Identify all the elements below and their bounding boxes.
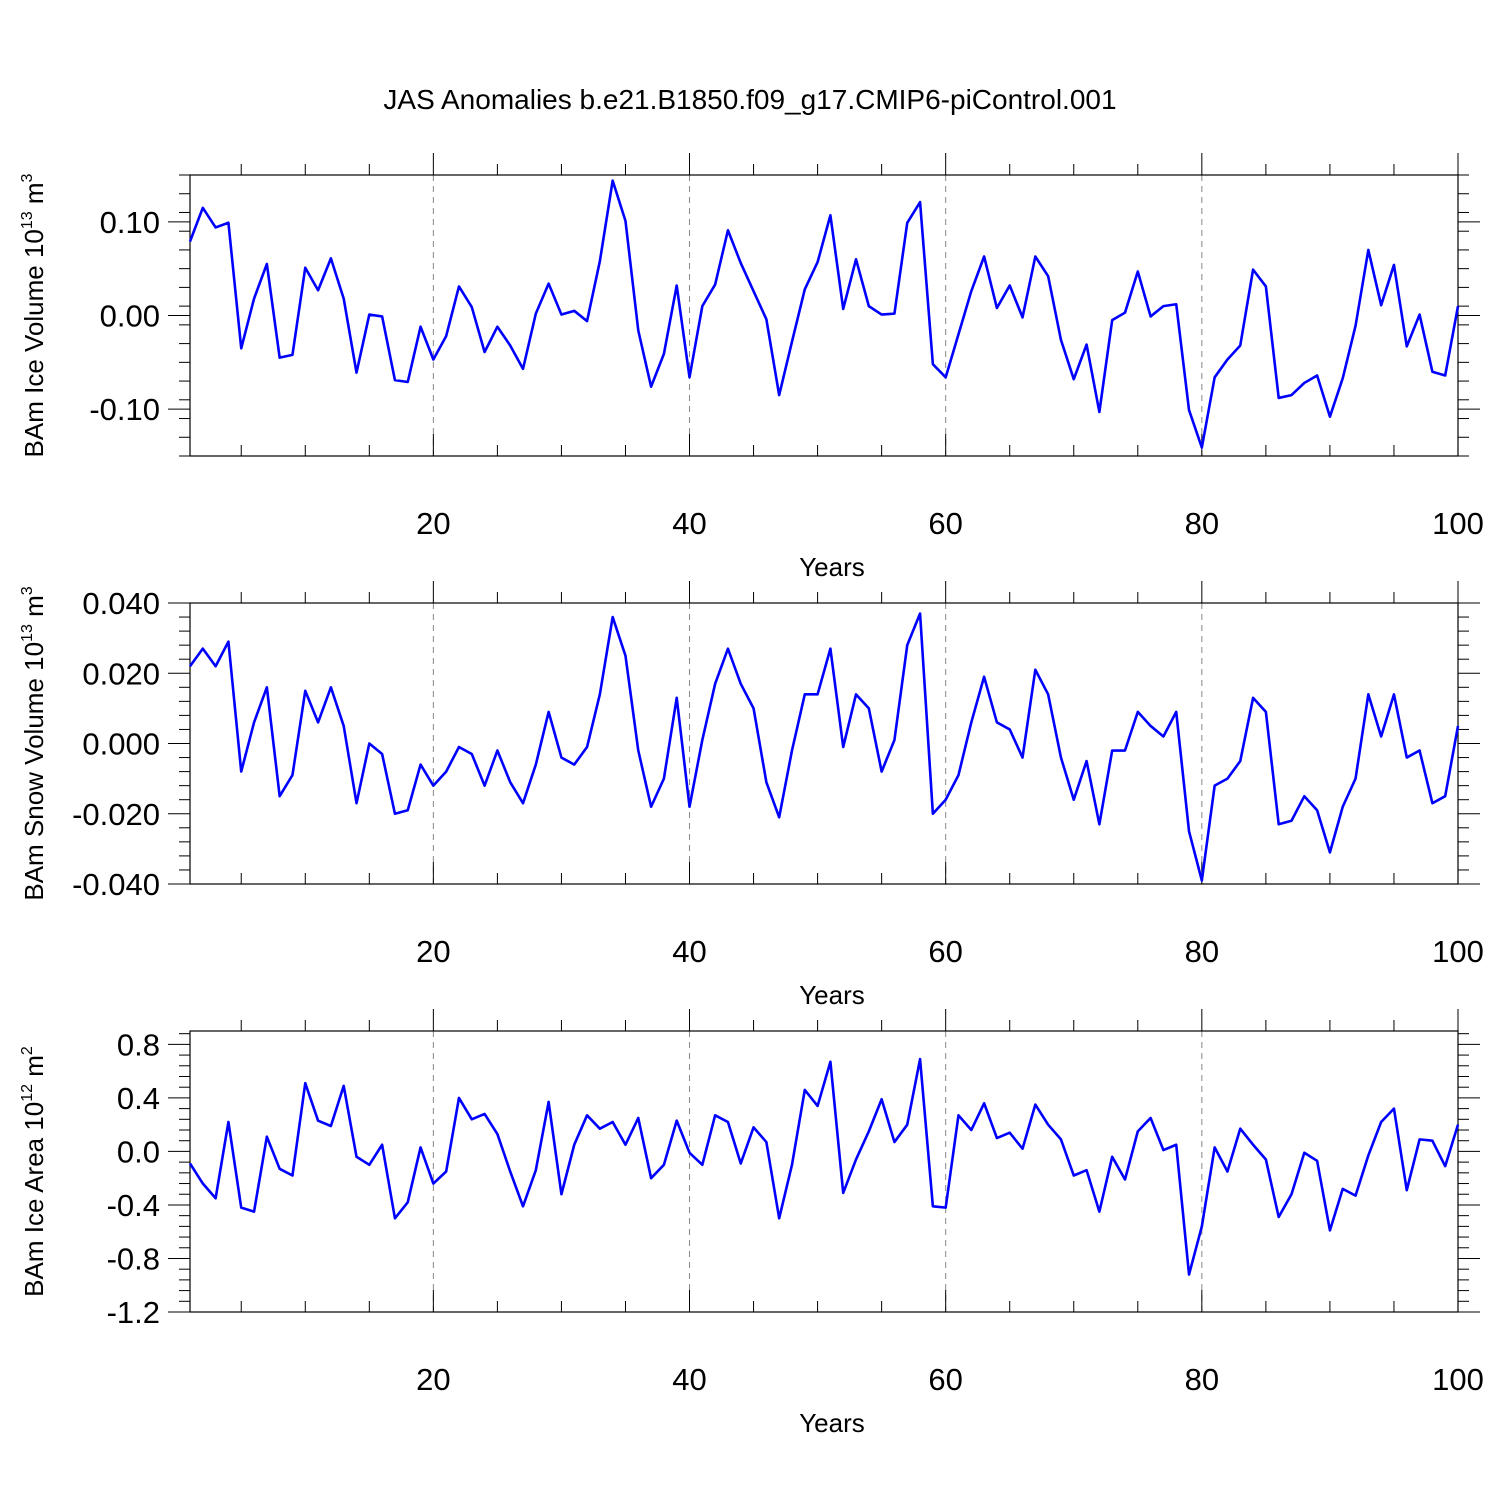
x-tick-label: 20 bbox=[416, 506, 450, 541]
x-tick-label: 60 bbox=[928, 506, 962, 541]
y-tick-label: -0.4 bbox=[107, 1188, 160, 1223]
x-tick-label: 60 bbox=[928, 934, 962, 969]
x-axis-label: Years bbox=[799, 1408, 865, 1438]
y-tick-label: -0.020 bbox=[72, 797, 160, 832]
series-line bbox=[190, 614, 1458, 881]
x-tick-label: 100 bbox=[1432, 1362, 1484, 1397]
series-line bbox=[190, 1059, 1458, 1274]
y-tick-label: 0.00 bbox=[100, 299, 160, 334]
x-tick-label: 80 bbox=[1185, 1362, 1219, 1397]
y-tick-label: 0.0 bbox=[117, 1134, 160, 1169]
x-tick-label: 20 bbox=[416, 934, 450, 969]
x-tick-label: 40 bbox=[672, 506, 706, 541]
x-tick-label: 60 bbox=[928, 1362, 962, 1397]
panel-2: -0.040 -0.020 0.000 0.020 0.040 20 40 60 80 100 Ye… bbox=[19, 581, 1484, 1010]
y-tick-label: -0.10 bbox=[89, 392, 160, 427]
y-tick-label: 0.020 bbox=[82, 656, 160, 691]
x-tick-label: 40 bbox=[672, 934, 706, 969]
x-tick-label: 100 bbox=[1432, 934, 1484, 969]
y-tick-label: 0.10 bbox=[100, 205, 160, 240]
x-tick-label: 20 bbox=[416, 1362, 450, 1397]
figure-title: JAS Anomalies b.e21.B1850.f09_g17.CMIP6-… bbox=[0, 84, 1500, 116]
x-tick-label: 40 bbox=[672, 1362, 706, 1397]
y-tick-label: -0.040 bbox=[72, 867, 160, 902]
panel-3: -1.2 -0.8 -0.4 0.0 0.4 0.8 20 40 60 80 100 Years BAm… bbox=[19, 1009, 1484, 1438]
series-line bbox=[190, 181, 1458, 448]
y-tick-label: -1.2 bbox=[107, 1295, 160, 1330]
y-axis-label: BAm Ice Area 1012 m2 bbox=[19, 1046, 49, 1297]
y-tick-label: 0.8 bbox=[117, 1027, 160, 1062]
x-tick-label: 80 bbox=[1185, 934, 1219, 969]
panel-1: -0.10 0.00 0.10 20 40 60 80 100 Years BAm Ice Vol… bbox=[19, 153, 1484, 582]
x-tick-label: 100 bbox=[1432, 506, 1484, 541]
x-axis-label: Years bbox=[799, 980, 865, 1010]
y-axis-label: BAm Snow Volume 1013 m3 bbox=[19, 586, 49, 900]
y-tick-label: 0.000 bbox=[82, 727, 160, 762]
x-tick-label: 80 bbox=[1185, 506, 1219, 541]
x-axis-label: Years bbox=[799, 552, 865, 582]
y-axis-label: BAm Ice Volume 1013 m3 bbox=[19, 173, 49, 457]
y-tick-label: -0.8 bbox=[107, 1241, 160, 1276]
y-tick-label: 0.040 bbox=[82, 586, 160, 621]
plot-frame bbox=[190, 603, 1458, 884]
y-tick-label: 0.4 bbox=[117, 1081, 160, 1116]
